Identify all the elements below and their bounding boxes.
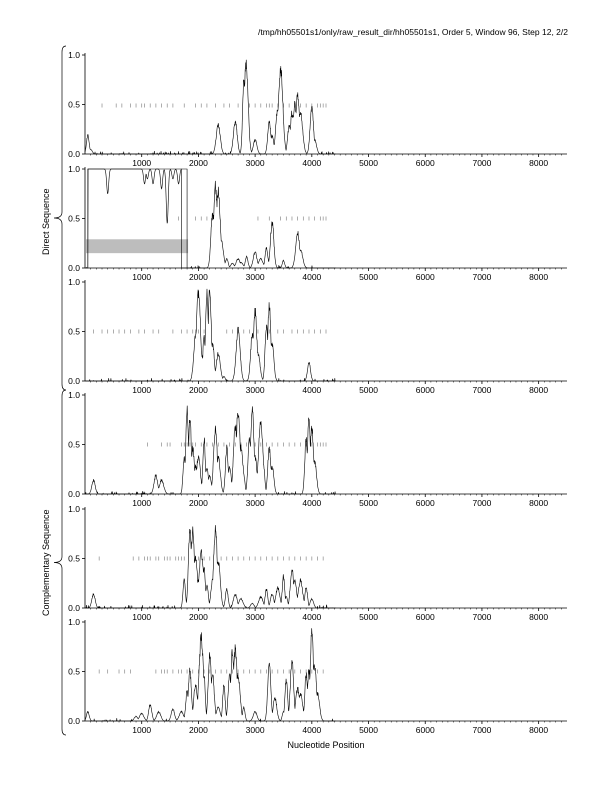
y-tick-label: 0.0 <box>68 263 80 273</box>
x-tick-label: 6000 <box>416 385 435 395</box>
x-tick-label: 6000 <box>416 612 435 622</box>
panel-4: 0.0 0.5 1.0 1000 2000 3000 4000 5000 6000 7000 800… <box>68 390 567 508</box>
y-tick-label: 0.5 <box>68 440 80 450</box>
x-tick-label: 2000 <box>189 385 208 395</box>
x-tick-label: 5000 <box>359 498 378 508</box>
y-tick-label: 0.0 <box>68 716 80 726</box>
panel-5: 0.0 0.5 1.0 1000 2000 3000 4000 5000 6000 7000 800… <box>68 504 567 622</box>
x-tick-label: 4000 <box>302 725 321 735</box>
x-tick-label: 3000 <box>246 272 265 282</box>
highlight-box <box>86 239 189 254</box>
y-tick-label: 0.5 <box>68 214 80 224</box>
x-tick-label: 1000 <box>132 272 151 282</box>
x-tick-label: 6000 <box>416 272 435 282</box>
x-tick-label: 6000 <box>416 158 435 168</box>
x-axis-label: Nucleotide Position <box>287 740 365 750</box>
x-tick-label: 8000 <box>529 158 548 168</box>
x-tick-label: 8000 <box>529 725 548 735</box>
y-tick-label: 0.0 <box>68 489 80 499</box>
y-tick-label: 1.0 <box>68 50 80 60</box>
series-line <box>84 59 336 155</box>
x-tick-label: 2000 <box>189 725 208 735</box>
x-tick-label: 5000 <box>359 385 378 395</box>
x-tick-label: 3000 <box>246 725 265 735</box>
series-line <box>84 628 336 722</box>
x-tick-label: 4000 <box>302 385 321 395</box>
group-brackets <box>53 45 67 736</box>
y-tick-label: 1.0 <box>68 390 80 400</box>
y-tick-label: 0.5 <box>68 327 80 337</box>
x-tick-label: 5000 <box>359 158 378 168</box>
direct-bracket <box>53 45 67 391</box>
y-tick-label: 1.0 <box>68 504 80 514</box>
panel-1: 0.0 0.5 1.0 1000 2000 3000 4000 5000 6000 7000 800… <box>68 50 567 168</box>
x-tick-label: 6000 <box>416 725 435 735</box>
x-tick-label: 8000 <box>529 385 548 395</box>
y-tick-label: 0.5 <box>68 554 80 564</box>
complementary-bracket <box>53 389 67 736</box>
y-tick-label: 0.5 <box>68 100 80 110</box>
x-tick-label: 8000 <box>529 612 548 622</box>
x-tick-label: 1000 <box>132 385 151 395</box>
y-tick-label: 1.0 <box>68 617 80 627</box>
x-tick-label: 7000 <box>472 158 491 168</box>
x-tick-label: 5000 <box>359 612 378 622</box>
x-tick-label: 2000 <box>189 498 208 508</box>
x-tick-label: 3000 <box>246 612 265 622</box>
x-tick-label: 5000 <box>359 725 378 735</box>
x-tick-label: 4000 <box>302 272 321 282</box>
series-line <box>85 405 336 496</box>
x-tick-label: 1000 <box>132 158 151 168</box>
x-tick-label: 6000 <box>416 498 435 508</box>
x-tick-label: 2000 <box>189 272 208 282</box>
x-tick-label: 3000 <box>246 385 265 395</box>
series-line <box>85 288 336 382</box>
x-tick-label: 2000 <box>189 612 208 622</box>
x-tick-label: 5000 <box>359 272 378 282</box>
y-tick-label: 0.0 <box>68 149 80 159</box>
y-tick-label: 0.5 <box>68 667 80 677</box>
x-tick-label: 7000 <box>472 498 491 508</box>
y-tick-label: 1.0 <box>68 277 80 287</box>
x-tick-label: 4000 <box>302 612 321 622</box>
y-tick-label: 0.0 <box>68 376 80 386</box>
series-line <box>85 525 336 609</box>
x-tick-label: 7000 <box>472 385 491 395</box>
x-tick-label: 1000 <box>132 498 151 508</box>
plateau-outline <box>87 168 188 268</box>
panel-2: 0.0 0.5 1.0 1000 2000 3000 4000 5000 6000 7000 800… <box>68 164 567 282</box>
x-tick-label: 8000 <box>529 272 548 282</box>
x-tick-label: 4000 <box>302 498 321 508</box>
x-tick-label: 4000 <box>302 158 321 168</box>
panel-6: 0.0 0.5 1.0 1000 2000 3000 4000 5000 6000 7000 800… <box>68 617 567 735</box>
x-tick-label: 7000 <box>472 272 491 282</box>
x-tick-label: 7000 <box>472 612 491 622</box>
figure-title: /tmp/hh05501s1/only/raw_result_dir/hh055… <box>258 27 568 37</box>
x-tick-label: 2000 <box>189 158 208 168</box>
x-tick-label: 1000 <box>132 612 151 622</box>
panel-3: 0.0 0.5 1.0 1000 2000 3000 4000 5000 6000 7000 800… <box>68 277 567 395</box>
x-tick-label: 3000 <box>246 158 265 168</box>
y-tick-label: 1.0 <box>68 164 80 174</box>
y-tick-label: 0.0 <box>68 603 80 613</box>
x-tick-label: 7000 <box>472 725 491 735</box>
x-tick-label: 1000 <box>132 725 151 735</box>
x-tick-label: 3000 <box>246 498 265 508</box>
x-tick-label: 8000 <box>529 498 548 508</box>
